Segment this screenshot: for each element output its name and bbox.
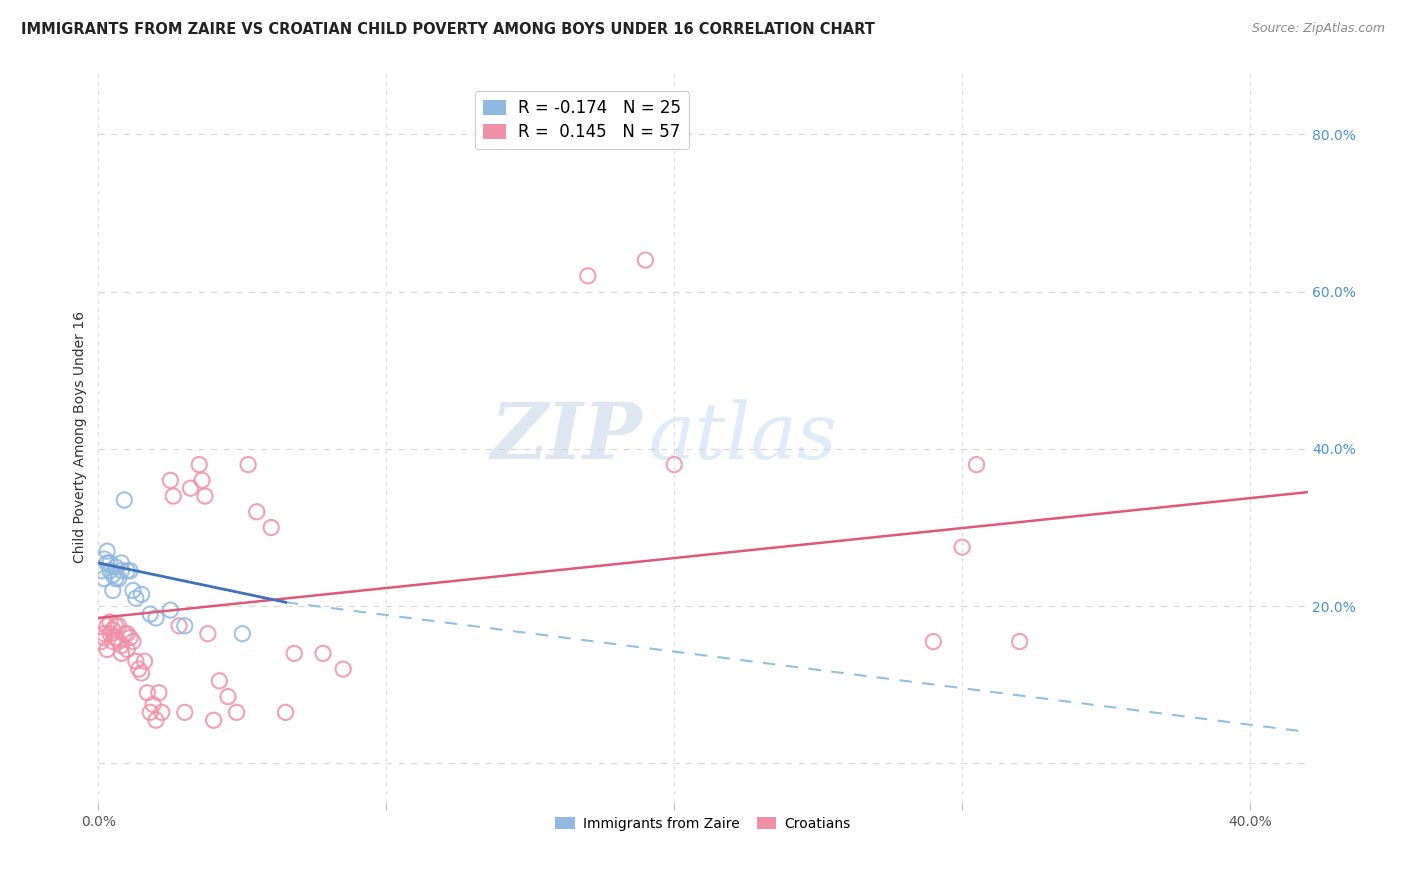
Point: [96, 619, 118, 633]
Point: [98, 615, 121, 629]
Text: Source: ZipAtlas.com: Source: ZipAtlas.com: [1251, 22, 1385, 36]
Point: [150, 706, 173, 720]
Point: [197, 626, 219, 640]
Y-axis label: Child Poverty Among Boys Under 16: Child Poverty Among Boys Under 16: [73, 311, 87, 563]
Point: [188, 458, 211, 472]
Point: [125, 654, 148, 668]
Point: [120, 564, 142, 578]
Point: [110, 564, 132, 578]
Point: [202, 713, 225, 727]
Point: [332, 662, 354, 676]
Point: [125, 591, 148, 606]
Text: atlas: atlas: [648, 399, 838, 475]
Point: [93, 631, 115, 645]
Point: [110, 639, 132, 653]
Point: [246, 505, 269, 519]
Text: ZIP: ZIP: [491, 399, 643, 475]
Point: [134, 654, 156, 668]
Point: [576, 268, 599, 283]
Point: [225, 706, 247, 720]
Point: [139, 607, 162, 621]
Point: [110, 646, 132, 660]
Point: [107, 572, 129, 586]
Point: [922, 634, 945, 648]
Text: IMMIGRANTS FROM ZAIRE VS CROATIAN CHILD POVERTY AMONG BOYS UNDER 16 CORRELATION : IMMIGRANTS FROM ZAIRE VS CROATIAN CHILD …: [21, 22, 875, 37]
Point: [173, 706, 195, 720]
Point: [142, 698, 165, 712]
Point: [98, 626, 121, 640]
Point: [634, 253, 657, 268]
Point: [167, 619, 190, 633]
Point: [90, 634, 112, 648]
Point: [180, 481, 202, 495]
Point: [966, 458, 988, 472]
Point: [104, 572, 127, 586]
Point: [191, 473, 214, 487]
Point: [145, 611, 167, 625]
Point: [104, 559, 127, 574]
Point: [93, 552, 115, 566]
Point: [112, 493, 135, 508]
Point: [101, 583, 124, 598]
Point: [96, 556, 118, 570]
Point: [128, 662, 150, 676]
Point: [664, 458, 686, 472]
Point: [107, 634, 129, 648]
Point: [236, 458, 259, 472]
Point: [194, 489, 217, 503]
Point: [950, 540, 973, 554]
Point: [274, 706, 297, 720]
Point: [148, 686, 170, 700]
Point: [173, 619, 195, 633]
Legend: Immigrants from Zaire, Croatians: Immigrants from Zaire, Croatians: [550, 811, 856, 836]
Point: [93, 626, 115, 640]
Point: [159, 473, 181, 487]
Point: [96, 544, 118, 558]
Point: [101, 567, 124, 582]
Point: [131, 666, 153, 681]
Point: [101, 634, 124, 648]
Point: [131, 587, 153, 601]
Point: [115, 564, 138, 578]
Point: [231, 626, 253, 640]
Point: [93, 572, 115, 586]
Point: [217, 690, 239, 704]
Point: [104, 619, 127, 633]
Point: [145, 713, 167, 727]
Point: [260, 520, 283, 534]
Point: [90, 564, 112, 578]
Point: [122, 583, 145, 598]
Point: [1008, 634, 1031, 648]
Point: [96, 642, 118, 657]
Point: [208, 673, 231, 688]
Point: [110, 556, 132, 570]
Point: [159, 603, 181, 617]
Point: [162, 489, 184, 503]
Point: [98, 556, 121, 570]
Point: [139, 706, 162, 720]
Point: [104, 631, 127, 645]
Point: [98, 564, 121, 578]
Point: [136, 686, 159, 700]
Point: [312, 646, 335, 660]
Point: [112, 626, 135, 640]
Point: [101, 623, 124, 637]
Point: [122, 634, 145, 648]
Point: [115, 642, 138, 657]
Point: [115, 626, 138, 640]
Point: [107, 619, 129, 633]
Point: [283, 646, 305, 660]
Point: [120, 631, 142, 645]
